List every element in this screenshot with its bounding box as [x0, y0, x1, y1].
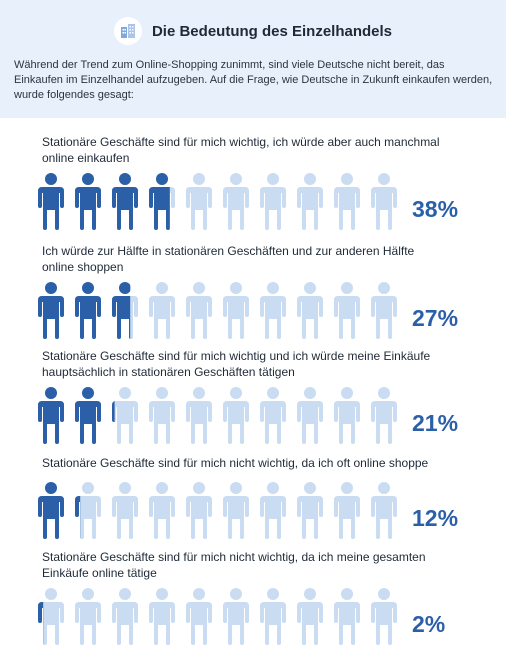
chart-row: Stationäre Geschäfte sind für mich nicht… [0, 455, 506, 555]
person-icon [186, 482, 212, 539]
person-icon [112, 482, 138, 539]
person-icon [260, 387, 286, 444]
person-icon [371, 482, 397, 539]
person-icons [38, 172, 408, 232]
person-icon [38, 387, 64, 444]
person-icon [297, 588, 323, 645]
person-icon [297, 482, 323, 539]
person-icon [149, 173, 175, 230]
person-icons [38, 481, 408, 541]
person-icon [149, 482, 175, 539]
person-icon [371, 588, 397, 645]
person-icon [371, 282, 397, 339]
person-icon [297, 387, 323, 444]
person-icon [223, 387, 249, 444]
person-icon [75, 173, 101, 230]
intro-text: Während der Trend zum Online-Shopping zu… [14, 59, 493, 101]
person-icon [75, 387, 101, 444]
person-icon [334, 173, 360, 230]
person-icon [223, 482, 249, 539]
percent-value: 2% [412, 611, 446, 637]
percent-value: 27% [412, 305, 459, 331]
person-icon [112, 588, 138, 645]
row-label: Stationäre Geschäfte sind für mich nicht… [42, 456, 429, 470]
row-label: Stationäre Geschäfte sind für mich wicht… [42, 135, 440, 165]
person-icon [334, 588, 360, 645]
chart-row: Stationäre Geschäfte sind für mich wicht… [0, 134, 506, 234]
percent-value: 12% [412, 505, 459, 531]
person-icon [371, 173, 397, 230]
person-icon [186, 387, 212, 444]
person-icon [260, 482, 286, 539]
person-icon [112, 387, 138, 444]
person-icon [75, 482, 101, 539]
person-icon [186, 588, 212, 645]
person-icon [334, 387, 360, 444]
person-icon [112, 282, 138, 339]
person-icons [38, 386, 408, 446]
person-icon [38, 282, 64, 339]
person-icon [149, 387, 175, 444]
header-banner: Die Bedeutung des Einzelhandels Während … [0, 0, 506, 118]
chart-row: Ich würde zur Hälfte in stationären Gesc… [0, 243, 506, 343]
person-icons [38, 281, 408, 341]
person-icon [260, 173, 286, 230]
person-icon [38, 173, 64, 230]
person-icon [75, 282, 101, 339]
person-icon [223, 282, 249, 339]
person-icon [149, 282, 175, 339]
shop-building-icon [113, 17, 142, 45]
person-icon [260, 588, 286, 645]
person-icon [334, 282, 360, 339]
person-icon [186, 173, 212, 230]
percent-value: 21% [412, 410, 459, 436]
title-row: Die Bedeutung des Einzelhandels [0, 16, 506, 46]
page-title: Die Bedeutung des Einzelhandels [151, 22, 393, 40]
person-icon [260, 282, 286, 339]
person-icon [75, 588, 101, 645]
person-icon [334, 482, 360, 539]
person-icon [112, 173, 138, 230]
person-icon [38, 588, 64, 645]
person-icon [38, 482, 64, 539]
person-icon [223, 173, 249, 230]
person-icon [371, 387, 397, 444]
person-icons [38, 587, 408, 647]
percent-value: 38% [412, 196, 459, 222]
chart-row: Stationäre Geschäfte sind für mich wicht… [0, 348, 506, 448]
person-icon [297, 173, 323, 230]
person-icon [223, 588, 249, 645]
person-icon [149, 588, 175, 645]
row-label: Ich würde zur Hälfte in stationären Gesc… [42, 244, 415, 274]
chart-row: Stationäre Geschäfte sind für mich nicht… [0, 549, 506, 649]
person-icon [297, 282, 323, 339]
row-label: Stationäre Geschäfte sind für mich nicht… [42, 550, 426, 580]
person-icon [186, 282, 212, 339]
row-label: Stationäre Geschäfte sind für mich wicht… [42, 349, 431, 379]
